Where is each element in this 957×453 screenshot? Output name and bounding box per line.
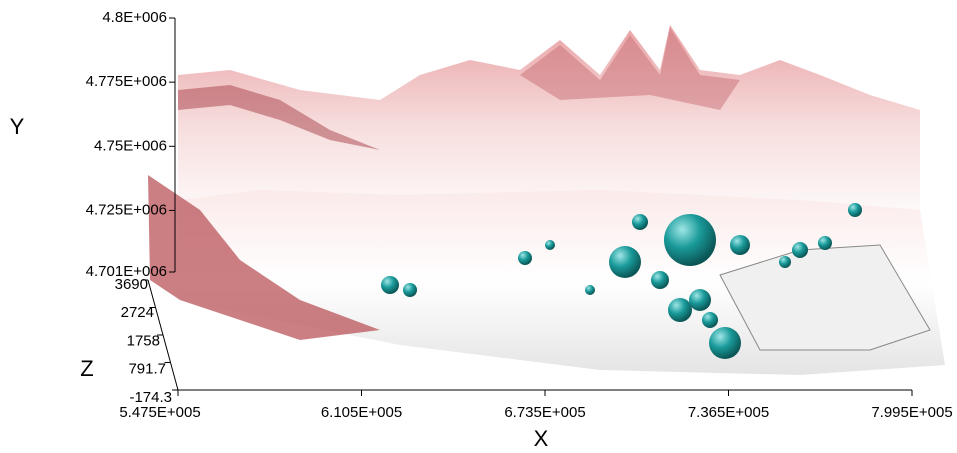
z-axis-title: Z bbox=[80, 356, 93, 381]
x-tick-label: 6.105E+005 bbox=[321, 404, 402, 421]
x-tick-label: 5.475E+005 bbox=[119, 404, 200, 421]
y-axis-title: Y bbox=[10, 114, 25, 139]
z-tick-label: 791.7 bbox=[128, 361, 166, 378]
y-tick-label: 4.775E+006 bbox=[86, 73, 167, 90]
x-axis-title: X bbox=[534, 426, 549, 451]
terrain bbox=[148, 25, 945, 375]
x-tick-label: 6.735E+005 bbox=[504, 404, 585, 421]
chart: X Y Z 5.475E+005 6.105E+005 6.735E+005 7.36… bbox=[0, 0, 957, 453]
z-tick-label: 1758 bbox=[127, 332, 160, 349]
z-tick-label: 2724 bbox=[121, 304, 154, 321]
z-tick-label: -174.3 bbox=[129, 389, 172, 406]
z-tick-label: 3690 bbox=[115, 276, 148, 293]
y-tick-label: 4.725E+006 bbox=[86, 201, 167, 218]
x-tick-label: 7.995E+005 bbox=[871, 404, 952, 421]
x-tick-label: 7.365E+005 bbox=[688, 404, 769, 421]
y-tick-label: 4.75E+006 bbox=[94, 137, 167, 154]
y-tick-label: 4.8E+006 bbox=[102, 9, 167, 26]
